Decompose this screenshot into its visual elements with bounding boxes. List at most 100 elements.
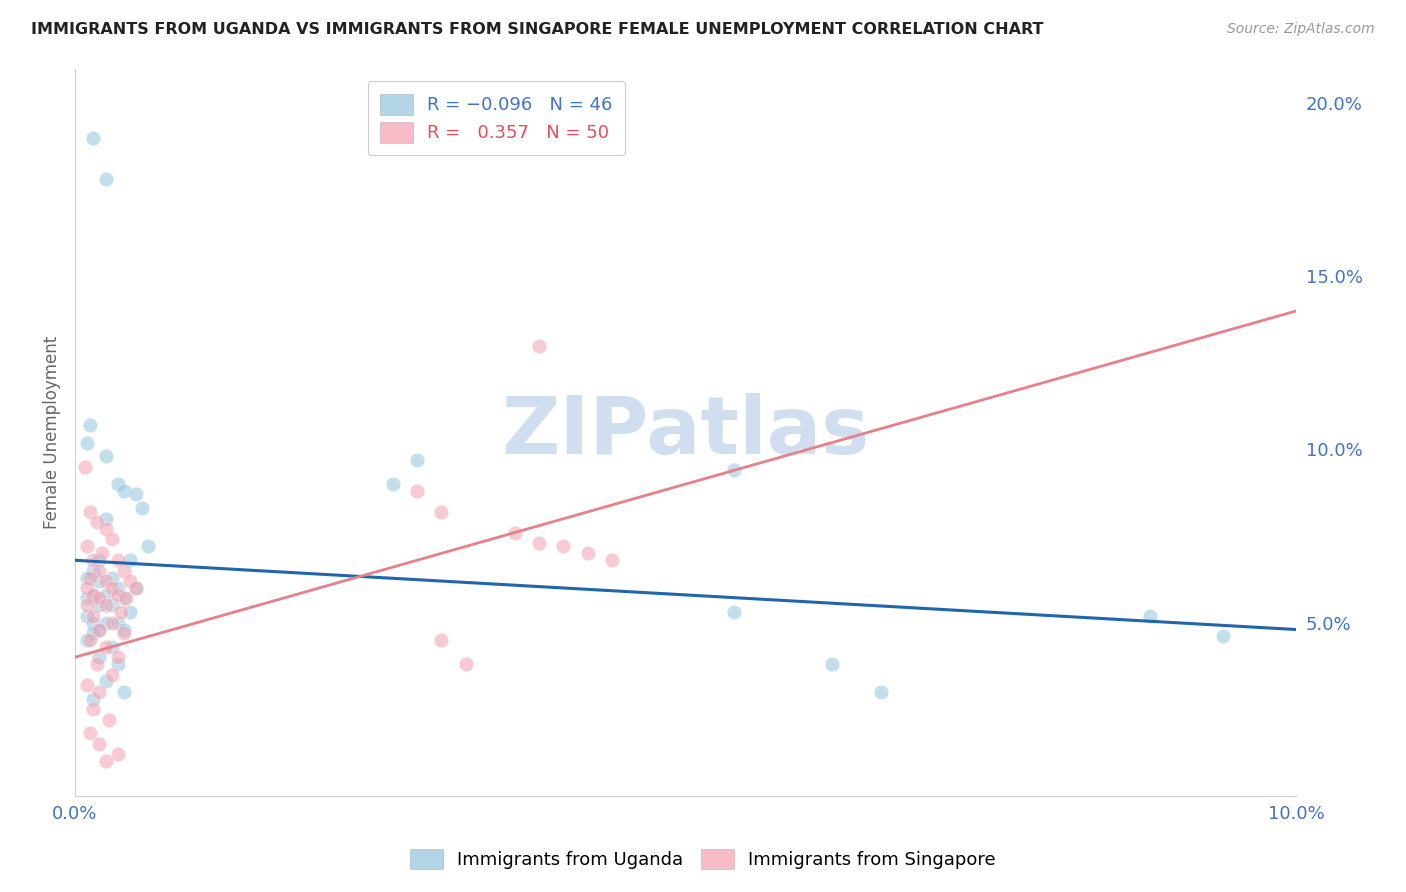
Point xyxy=(821,657,844,672)
Point xyxy=(89,591,111,606)
Point xyxy=(94,599,117,613)
Point xyxy=(86,515,108,529)
Point xyxy=(602,553,624,567)
Point xyxy=(89,599,111,613)
Point xyxy=(115,591,138,606)
Point xyxy=(100,615,122,630)
Point xyxy=(118,605,141,619)
Point xyxy=(82,608,104,623)
Point xyxy=(90,546,112,560)
Point xyxy=(94,588,117,602)
Point xyxy=(98,713,121,727)
Point xyxy=(76,678,98,692)
Point xyxy=(870,685,893,699)
Point xyxy=(430,505,453,519)
Point xyxy=(100,533,122,547)
Point xyxy=(723,463,745,477)
Point xyxy=(112,626,135,640)
Legend: Immigrants from Uganda, Immigrants from Singapore: Immigrants from Uganda, Immigrants from … xyxy=(401,839,1005,879)
Point xyxy=(576,546,599,560)
Point xyxy=(1212,630,1234,644)
Point xyxy=(89,574,111,588)
Point xyxy=(381,477,404,491)
Point xyxy=(503,525,526,540)
Point xyxy=(94,754,117,768)
Point xyxy=(1139,608,1161,623)
Point xyxy=(79,632,101,647)
Point xyxy=(112,685,135,699)
Point xyxy=(100,667,122,681)
Point xyxy=(112,623,135,637)
Point xyxy=(406,453,429,467)
Point xyxy=(89,553,111,567)
Point xyxy=(107,747,129,762)
Point xyxy=(100,599,122,613)
Point xyxy=(89,623,111,637)
Point xyxy=(107,553,129,567)
Point xyxy=(112,591,135,606)
Point xyxy=(527,536,550,550)
Point xyxy=(118,574,141,588)
Point xyxy=(89,623,111,637)
Point xyxy=(76,581,98,595)
Point xyxy=(94,615,117,630)
Point xyxy=(76,632,98,647)
Point xyxy=(125,581,148,595)
Point xyxy=(89,650,111,665)
Point xyxy=(76,540,98,554)
Point xyxy=(125,487,148,501)
Point xyxy=(82,626,104,640)
Point xyxy=(107,615,129,630)
Point xyxy=(79,505,101,519)
Point xyxy=(107,650,129,665)
Point xyxy=(125,581,148,595)
Point xyxy=(94,512,117,526)
Point xyxy=(94,172,117,186)
Point xyxy=(82,691,104,706)
Point xyxy=(94,574,117,588)
Point xyxy=(82,564,104,578)
Point xyxy=(82,588,104,602)
Point xyxy=(86,657,108,672)
Text: Source: ZipAtlas.com: Source: ZipAtlas.com xyxy=(1227,22,1375,37)
Point xyxy=(136,540,159,554)
Point xyxy=(73,459,96,474)
Point xyxy=(107,657,129,672)
Point xyxy=(107,477,129,491)
Y-axis label: Female Unemployment: Female Unemployment xyxy=(44,335,60,529)
Point xyxy=(100,571,122,585)
Point xyxy=(76,599,98,613)
Text: IMMIGRANTS FROM UGANDA VS IMMIGRANTS FROM SINGAPORE FEMALE UNEMPLOYMENT CORRELAT: IMMIGRANTS FROM UGANDA VS IMMIGRANTS FRO… xyxy=(31,22,1043,37)
Point xyxy=(76,608,98,623)
Point xyxy=(100,640,122,654)
Point xyxy=(79,726,101,740)
Point xyxy=(94,522,117,536)
Point xyxy=(131,501,153,516)
Point xyxy=(112,483,135,498)
Legend: R = −0.096   N = 46, R =   0.357   N = 50: R = −0.096 N = 46, R = 0.357 N = 50 xyxy=(367,81,626,155)
Point xyxy=(82,615,104,630)
Point xyxy=(107,581,129,595)
Point xyxy=(107,588,129,602)
Text: ZIPatlas: ZIPatlas xyxy=(502,393,870,471)
Point xyxy=(112,564,135,578)
Point xyxy=(454,657,477,672)
Point xyxy=(430,632,453,647)
Point xyxy=(76,571,98,585)
Point xyxy=(94,450,117,464)
Point xyxy=(406,483,429,498)
Point xyxy=(723,605,745,619)
Point xyxy=(82,588,104,602)
Point xyxy=(89,737,111,751)
Point xyxy=(76,591,98,606)
Point xyxy=(118,553,141,567)
Point xyxy=(89,564,111,578)
Point xyxy=(94,640,117,654)
Point xyxy=(527,338,550,352)
Point xyxy=(110,605,132,619)
Point xyxy=(82,702,104,716)
Point xyxy=(89,685,111,699)
Point xyxy=(79,571,101,585)
Point xyxy=(100,581,122,595)
Point xyxy=(82,130,104,145)
